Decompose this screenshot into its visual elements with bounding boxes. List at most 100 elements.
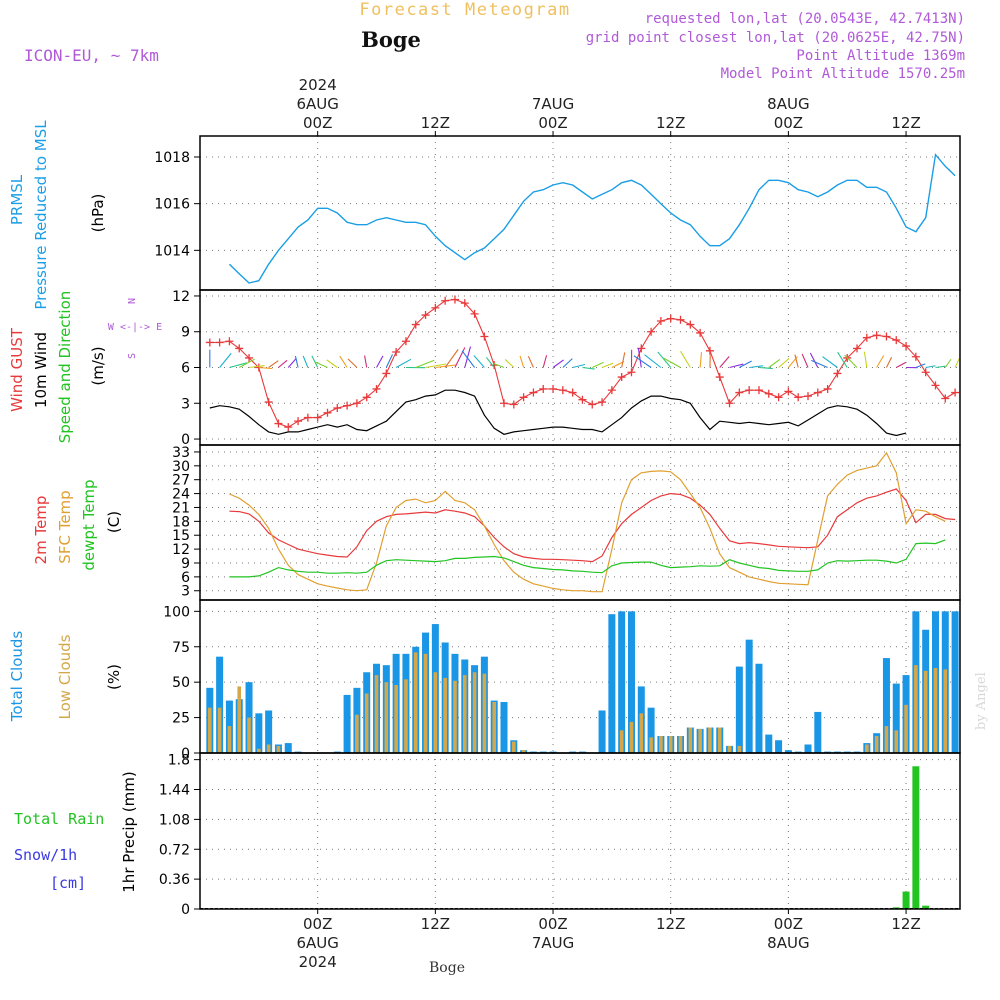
gust-marker [509, 400, 518, 409]
total-cloud-bar [745, 639, 753, 753]
wind-label-2: 10m Wind [32, 332, 50, 408]
low-cloud-bar [237, 686, 242, 753]
wind-arrow [768, 359, 781, 368]
total-cloud-bar [804, 744, 812, 753]
wind-arrow [885, 356, 893, 368]
low-cloud-bar [482, 673, 487, 753]
gust-marker [529, 388, 538, 397]
gust-marker [519, 393, 528, 402]
total-cloud-bar [892, 683, 900, 753]
gust-marker [882, 332, 891, 341]
time-label: 00Z [538, 915, 567, 933]
total-cloud-bar [735, 666, 743, 753]
low-cloud-bar [649, 737, 653, 753]
low-cloud-bar [404, 679, 408, 753]
gust-marker [539, 384, 548, 393]
wind-arrow [644, 354, 662, 368]
temperature-ytick-label: 3 [181, 584, 190, 600]
gust-marker [862, 333, 871, 342]
low-cloud-bar [688, 727, 693, 753]
temp-unit: (C) [105, 511, 123, 533]
gust-marker [303, 413, 312, 422]
cloud-panel-labels: Total Clouds Low Clouds (%) [8, 631, 123, 723]
temperature-ytick-label: 6 [181, 570, 190, 586]
low-cloud-bar [257, 748, 261, 753]
wind-ytick-label: 9 [181, 325, 190, 341]
gust-marker [774, 393, 783, 402]
precipitation-ytick-label: 1.08 [159, 812, 190, 828]
gust-marker [745, 386, 754, 395]
wind-arrow [794, 354, 799, 368]
low-cloud-bar [874, 736, 879, 753]
wind-arrow [425, 363, 447, 369]
total-cloud-bar [755, 663, 763, 753]
time-label: 6AUG [296, 95, 338, 113]
low-cloud-bar [276, 745, 281, 753]
low-cloud-bar [737, 745, 742, 753]
wind-panel: 0 3 6 9 12 [172, 289, 960, 448]
wind-arrow [680, 350, 691, 368]
wind-arrow [801, 353, 809, 368]
gust-marker [921, 368, 930, 377]
temperature-ytick-label: 12 [172, 542, 190, 558]
wind-ytick-label: 3 [181, 396, 190, 412]
time-label: 00Z [774, 915, 803, 933]
total-cloud-bar [627, 611, 635, 753]
gust-marker [598, 398, 607, 407]
gust-marker [794, 393, 803, 402]
wind-arrow [229, 362, 248, 369]
wind-label-3: Speed and Direction [56, 291, 74, 444]
low-cloud-bar [668, 736, 673, 753]
wind-arrow [268, 360, 279, 368]
gust-marker [617, 373, 626, 382]
gust-marker [666, 314, 675, 323]
wind-arrow [454, 347, 466, 368]
pressure-label-1: PRMSL [8, 174, 26, 225]
wind-arrow [944, 358, 952, 368]
location-title: Boge [361, 27, 421, 52]
wind-arrow [493, 362, 505, 369]
wind-arrow [552, 359, 564, 368]
gust-marker [872, 331, 881, 340]
wind-series [205, 295, 960, 437]
rain-bar [922, 905, 930, 909]
wind-arrow [464, 346, 472, 368]
time-label: 12Z [421, 114, 450, 132]
precipitation-panel: 0 0.36 0.72 1.08 1.44 1.8 [159, 753, 960, 918]
time-label: 00Z [303, 915, 332, 933]
wind-line [209, 389, 907, 437]
low-cloud-bar [943, 669, 948, 753]
low-cloud-bar [492, 702, 496, 753]
wind-arrow [302, 355, 309, 368]
wind-arrow [287, 358, 297, 368]
gust-marker [401, 337, 410, 346]
pressure-panel-labels: PRMSL Pressure Reduced to MSL (hPa) [8, 120, 107, 310]
gust-marker [343, 401, 352, 410]
time-label: 00Z [303, 114, 332, 132]
low-cloud-bar [914, 665, 918, 753]
wind-arrow [719, 356, 730, 368]
gust-marker [578, 395, 587, 404]
pressure-unit: (hPa) [89, 194, 107, 233]
wind-ytick-label: 12 [172, 289, 190, 305]
low-cloud-bar [727, 745, 732, 753]
gust-marker [460, 299, 469, 308]
gust-marker [951, 388, 960, 397]
wind-arrow [822, 356, 838, 368]
pressure-ytick-label: 1018 [154, 150, 190, 166]
low-cloud-bar [472, 672, 477, 753]
gust-marker [647, 327, 656, 336]
time-label: 2024 [299, 76, 337, 94]
gust-marker [470, 309, 479, 318]
precipitation-frame [199, 752, 961, 910]
wind-arrow [415, 359, 435, 369]
low-cloud-bar [462, 675, 467, 753]
gust-marker [705, 346, 714, 355]
clouds-label-2: Low Clouds [56, 634, 74, 719]
gust-marker [696, 328, 705, 337]
dewpt-line [229, 539, 946, 578]
precipitation-ytick-label: 1.44 [159, 783, 190, 799]
gust-marker [323, 408, 332, 417]
gust-marker [235, 344, 244, 353]
